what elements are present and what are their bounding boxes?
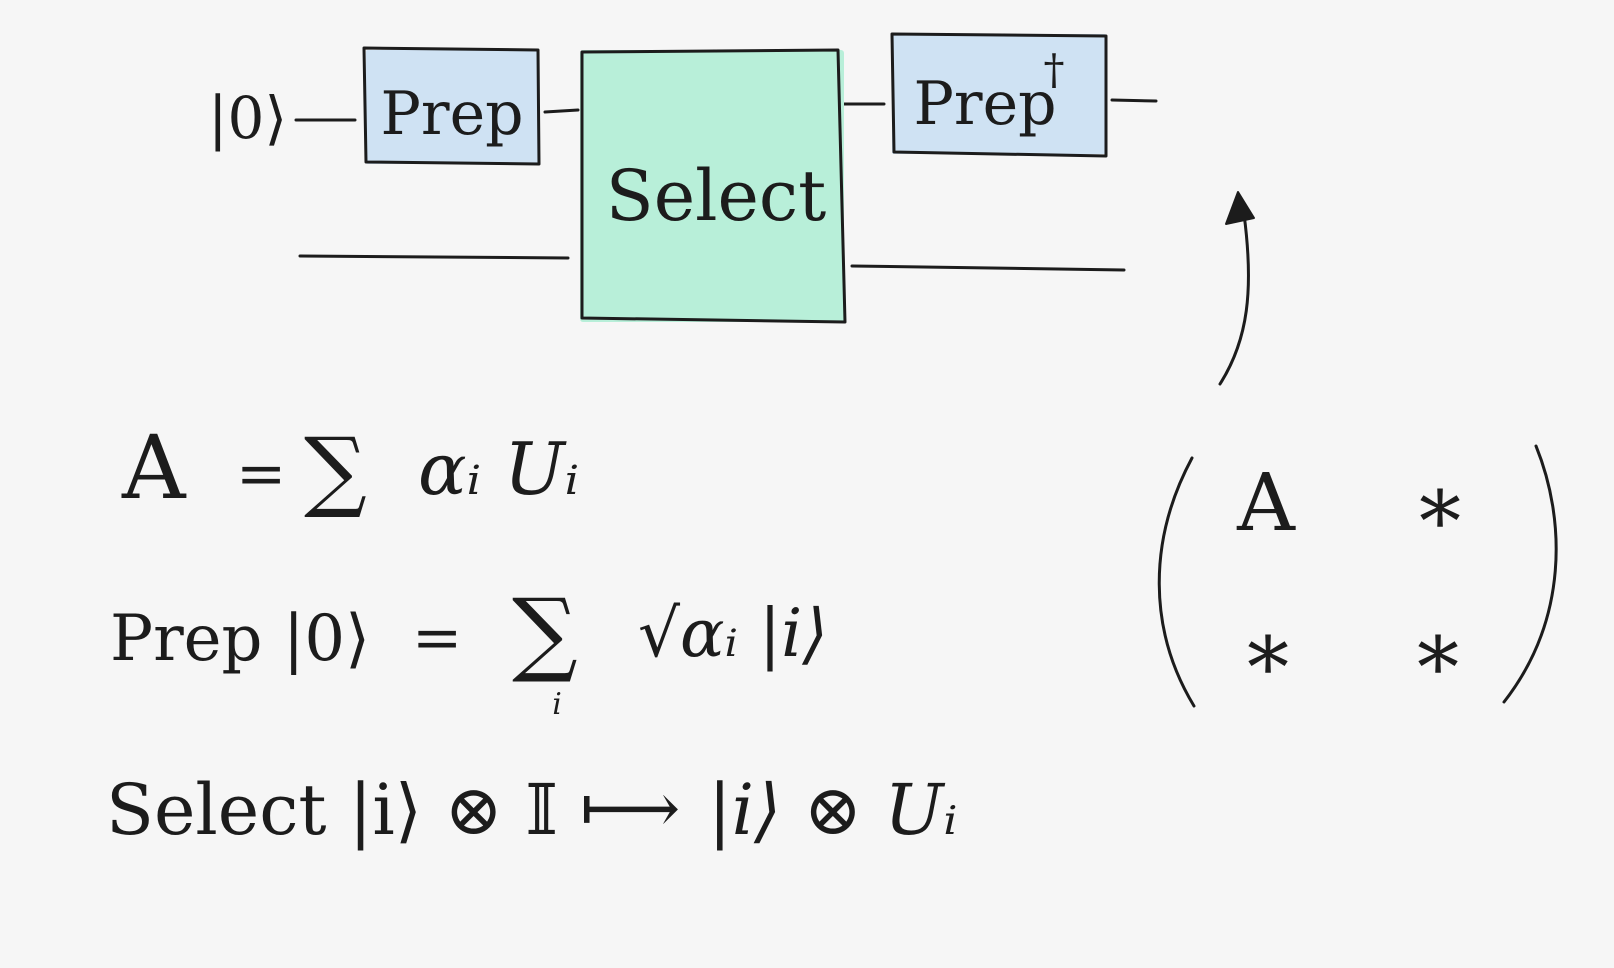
eq1-rel: =: [236, 439, 286, 509]
eq1-sum: ∑: [304, 418, 367, 521]
block-encoding-arrow: [1218, 191, 1255, 386]
prep-gate: Prep: [362, 46, 541, 166]
eq2-sum-index: i: [552, 687, 562, 722]
matrix-cell-bottom-right: ∗: [1409, 602, 1466, 700]
matrix-cell-bottom-left: ∗: [1239, 602, 1296, 700]
wire-output-top: [1110, 98, 1158, 103]
prep-gate-fill: [366, 50, 538, 164]
prep-dagger-gate-fill: [892, 34, 1106, 154]
eq3-arrow: ⟼: [580, 767, 680, 849]
select-gate: Select: [580, 48, 847, 324]
prep-label: Prep: [381, 79, 524, 149]
equation-prep: Prep |0⟩ = ∑ i √αᵢ |i⟩: [110, 579, 828, 722]
eq1-body: αᵢ Uᵢ: [418, 427, 579, 511]
wire-system-in: [298, 254, 570, 260]
prep-dagger-label: Prep: [914, 69, 1057, 139]
eq2-rel: =: [412, 603, 462, 673]
matrix-cell-top-left: A: [1236, 456, 1296, 549]
input-ket: |0⟩: [208, 84, 287, 152]
arrow-head: [1225, 191, 1255, 225]
quantum-circuit: |0⟩ Prep Select Prep †: [208, 32, 1158, 324]
eq3-lhs: Select |i⟩ ⊗ 𝕀: [106, 769, 558, 851]
block-matrix: A ∗ ∗ ∗: [1157, 444, 1558, 708]
matrix-right-paren: [1502, 444, 1558, 704]
prep-dagger-gate: Prep †: [890, 32, 1108, 158]
matrix-left-paren: [1157, 456, 1196, 708]
eq2-lhs: Prep |0⟩: [110, 602, 370, 676]
equation-select: Select |i⟩ ⊗ 𝕀 ⟼ |i⟩ ⊗ Uᵢ: [106, 767, 958, 851]
arrow-shaft: [1218, 212, 1251, 386]
eq1-lhs: A: [121, 416, 187, 519]
select-label: Select: [606, 155, 827, 237]
select-gate-fill: [580, 50, 844, 322]
wire-prep-select: [543, 108, 580, 114]
matrix-cell-top-right: ∗: [1411, 456, 1468, 554]
eq2-body: √αᵢ |i⟩: [638, 595, 828, 672]
wire-system-out: [850, 264, 1126, 272]
eq3-rhs: |i⟩ ⊗ Uᵢ: [708, 769, 958, 851]
eq2-sum: ∑: [512, 579, 578, 686]
equation-linear-combination: A = ∑ αᵢ Uᵢ: [121, 416, 579, 521]
dagger-symbol: †: [1044, 45, 1065, 94]
